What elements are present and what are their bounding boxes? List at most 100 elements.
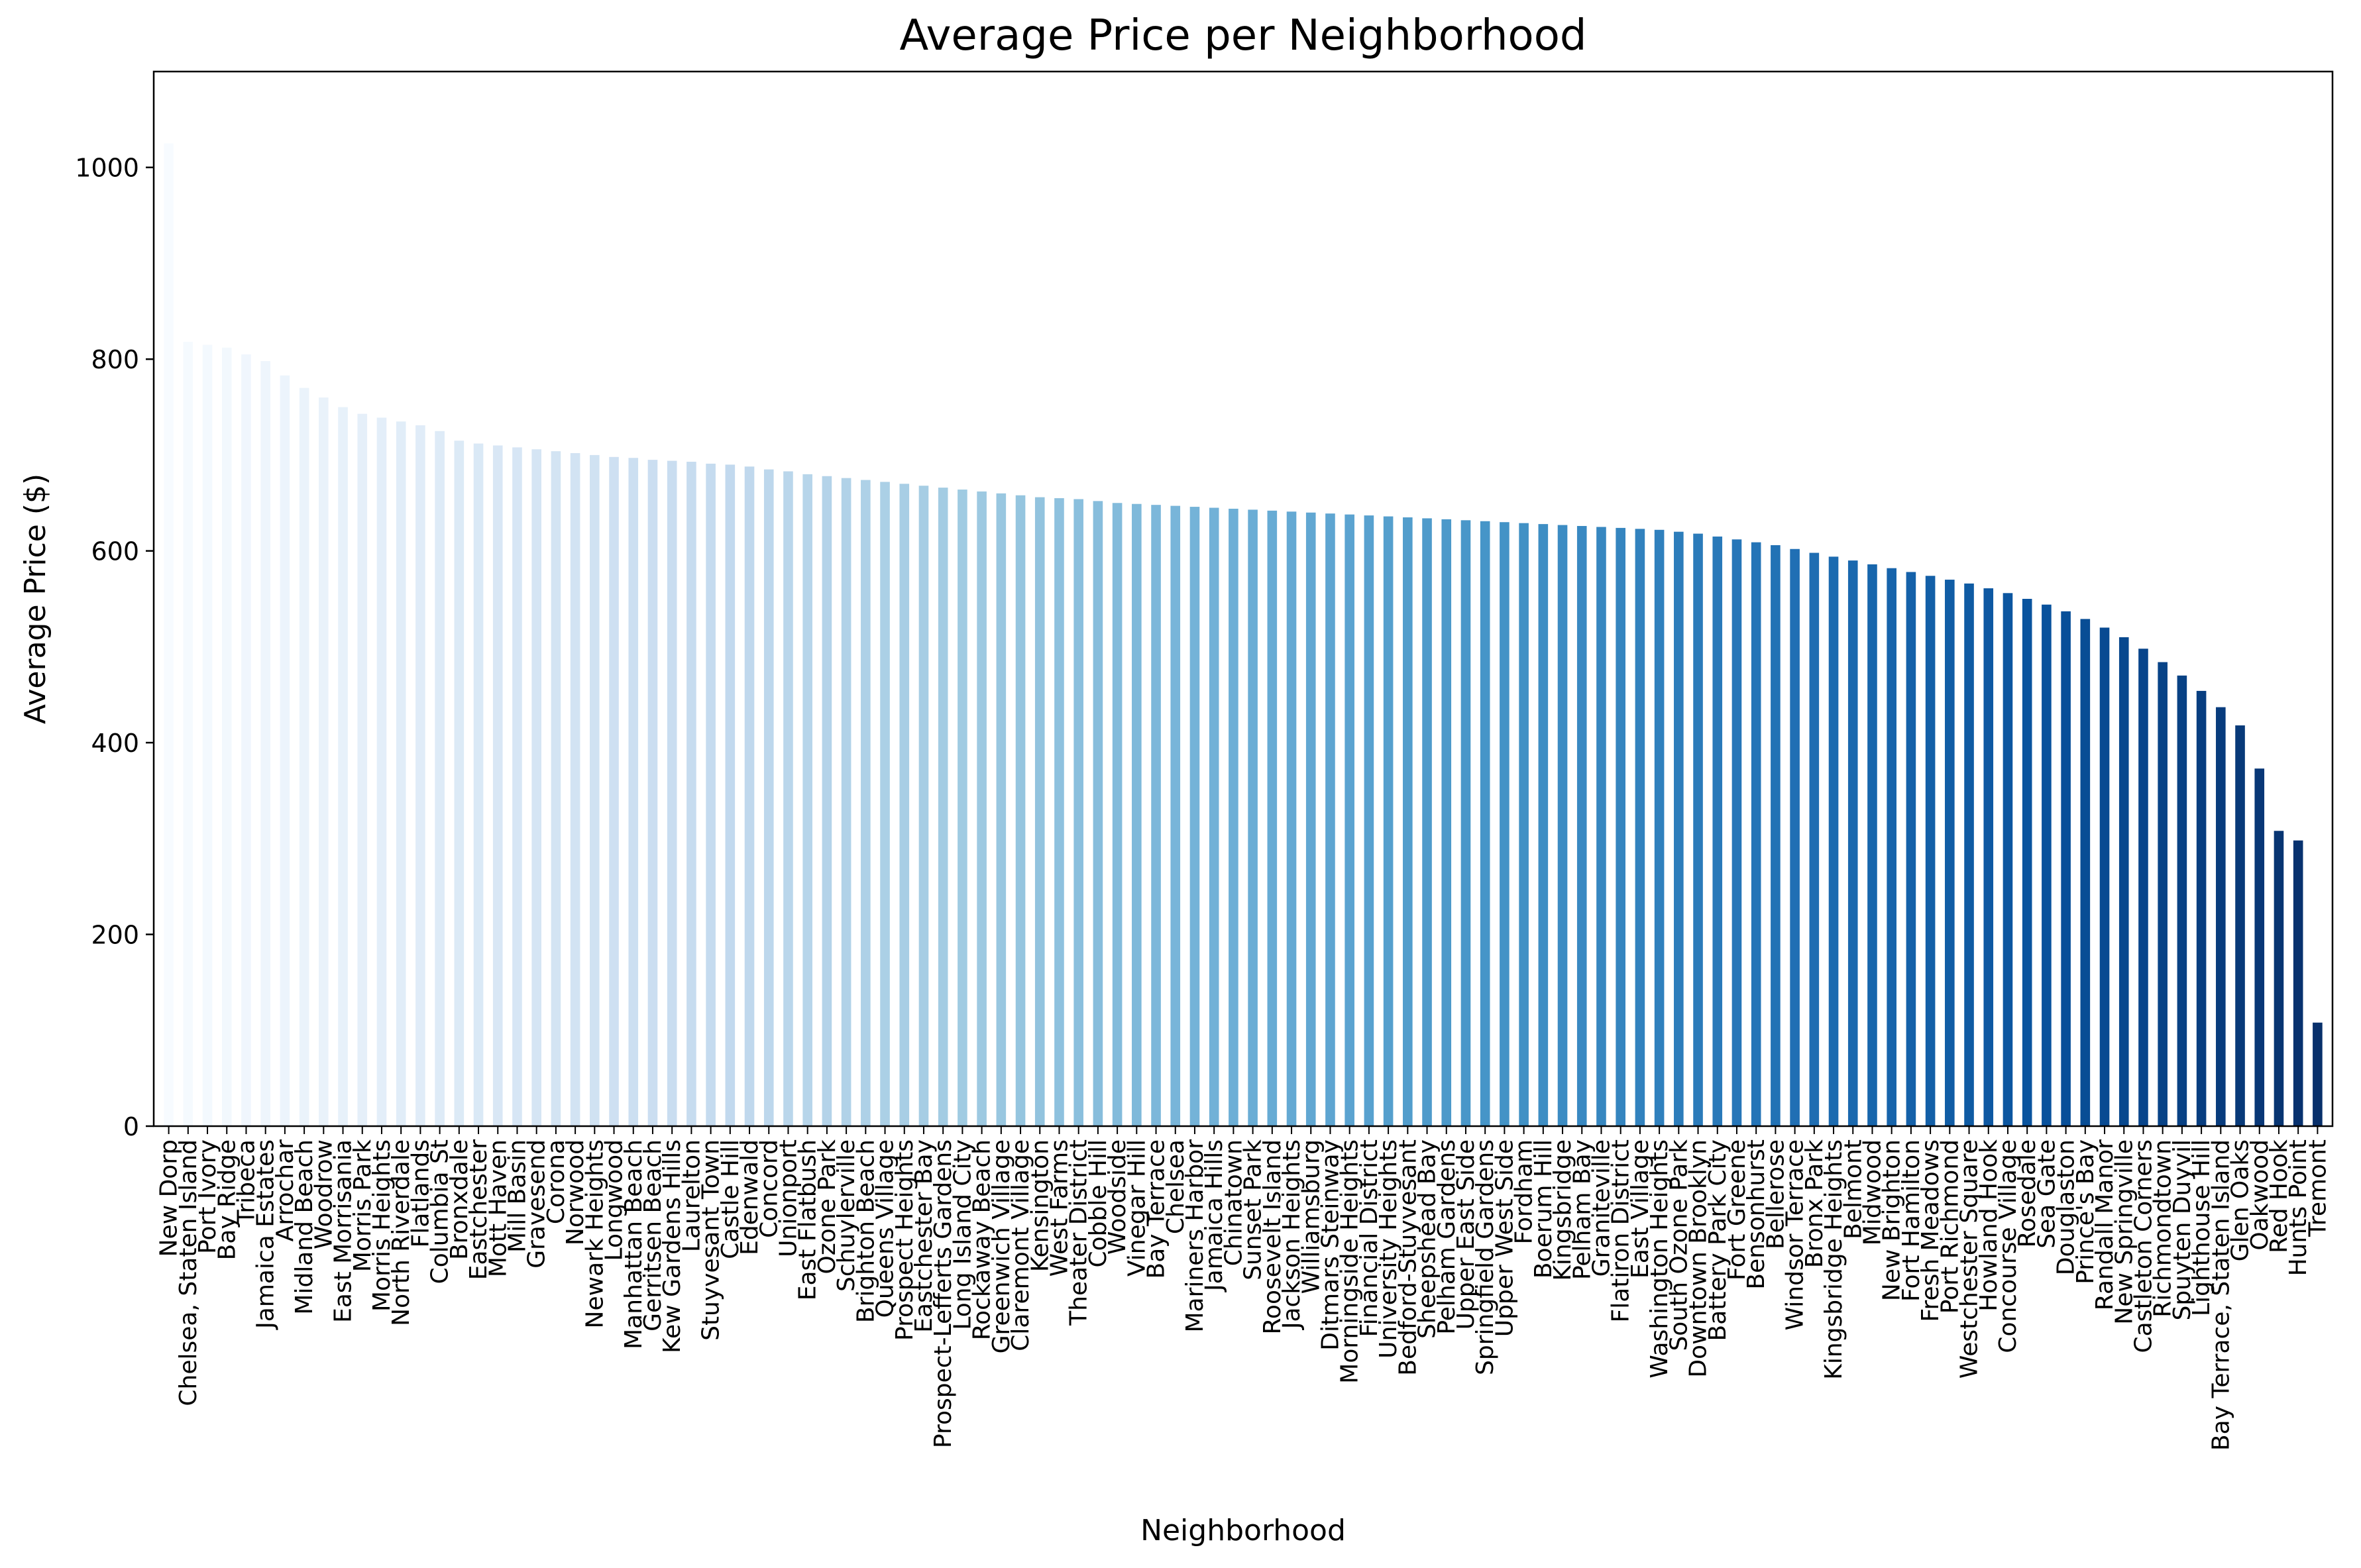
x-tick-label: University Heights [1375,1139,1402,1359]
x-tick-label: Rosedale [2014,1139,2041,1247]
bar [2313,1022,2323,1126]
bar [590,454,600,1126]
bar [183,342,193,1127]
bar [2042,604,2052,1126]
bar [551,451,561,1126]
bar [2080,619,2091,1126]
bar [1945,580,1955,1126]
bar [1286,511,1297,1126]
bar [2196,690,2207,1126]
bar [647,460,658,1126]
bar [1460,520,1471,1126]
x-tick-label: Port Ivory [194,1139,221,1254]
bar [1345,514,1354,1126]
bar [1132,503,1142,1126]
x-tick-label: Woodrow [310,1139,337,1249]
bar [2099,627,2110,1126]
x-tick-label: West Farms [1046,1139,1073,1277]
bar [1325,513,1335,1126]
bar [1925,576,1936,1126]
x-tick-label: Fort Greene [1724,1139,1751,1281]
x-tick-label: Battery Park City [1704,1139,1731,1341]
x-tick-label: Graniteville [1588,1139,1615,1277]
bar [2254,768,2265,1126]
bar [570,453,580,1126]
x-tick-label: Prospect-Lefferts Gardens [930,1139,957,1448]
bar [1305,512,1316,1126]
bar [1635,529,1645,1126]
x-tick-label: Bay Terrace, Staten Island [2207,1139,2234,1451]
x-tick-label: East Flatbush [795,1139,822,1300]
bar [1596,527,1606,1126]
y-tick-label: 800 [91,345,139,374]
bar [2235,725,2245,1126]
x-tick-label: Roosevelt Island [1259,1139,1286,1334]
x-tick-label: Edenwald [736,1139,763,1255]
x-tick-label: Manhattan Beach [620,1139,647,1349]
bars-group [164,143,2323,1127]
x-tick-label: Upper East Side [1453,1139,1480,1330]
x-tick-label: Lighthouse Hill [2188,1139,2215,1316]
bar [1170,505,1181,1126]
x-tick-label: Hunts Point [2285,1139,2312,1276]
x-tick-label: Castle Hill [717,1139,744,1259]
bar [1654,529,1665,1126]
x-tick-label: Eastchester [465,1139,492,1280]
bar [1712,536,1723,1126]
bar [861,480,871,1126]
bar [396,421,406,1126]
x-tick-label: Claremont Village [1007,1139,1034,1351]
bar [686,462,696,1126]
bar [802,474,812,1126]
x-tick-label: Morris Heights [368,1139,396,1312]
x-tick-label: New Springville [2111,1139,2138,1325]
x-tick-label: Vinegar Hill [1123,1139,1150,1277]
x-tick-label: Midwood [1859,1139,1886,1245]
bar [763,469,774,1126]
bar [822,476,832,1126]
x-tick-label: Mariners Harbor [1181,1139,1209,1333]
x-tick-label: Norwood [562,1139,589,1245]
x-tick-label: Gerritsen Beach [639,1139,667,1332]
bar [899,484,910,1126]
bar [1034,497,1045,1126]
x-tick-label: Queens Village [872,1139,899,1318]
bar [473,443,484,1127]
bar [1964,583,1974,1126]
bar [2216,707,2226,1126]
x-tick-label: Cobble Hill [1085,1139,1112,1268]
x-tick-label: Sheepshead Bay [1414,1139,1441,1339]
bar [609,456,619,1126]
bar [2274,831,2284,1126]
x-tick-label: Longwood [601,1139,628,1261]
x-tick-label: Belmont [1839,1139,1867,1239]
x-tick-label: Red Hook [2266,1139,2293,1253]
x-tick-label: Morningside Heights [1337,1139,1364,1384]
bar [1867,564,1877,1126]
x-tick-label: Washington Heights [1646,1139,1673,1379]
x-tick-label: Laurelton [678,1139,705,1252]
x-tick-label: Brighton Beach [852,1139,879,1323]
bar [918,486,929,1126]
bar [1828,556,1839,1126]
x-tick-label: Kingsbridge [1549,1139,1576,1281]
x-tick-label: Bay Ridge [213,1139,241,1260]
bar [2158,662,2168,1126]
x-tick-label: Stuyvesant Town [698,1139,725,1341]
x-tick-label: Douglaston [2053,1139,2080,1275]
bar [1267,510,1278,1126]
x-tick-label: Springfield Gardens [1472,1139,1499,1375]
bar [2003,593,2013,1126]
bar [783,471,793,1126]
bar [958,490,967,1126]
x-axis-label: Neighborhood [1140,1514,1346,1547]
bar [1073,499,1083,1126]
x-tick-label: Pelham Bay [1568,1139,1596,1280]
x-tick-label: Concourse Village [1995,1139,2022,1353]
bar [1500,522,1510,1126]
bar [454,441,465,1127]
x-tick-label: Jamaica Hills [1201,1139,1228,1292]
x-tick-label: Mott Haven [484,1139,512,1277]
bar [1422,518,1432,1126]
x-tick-label: Chelsea, Staten Island [175,1139,202,1406]
